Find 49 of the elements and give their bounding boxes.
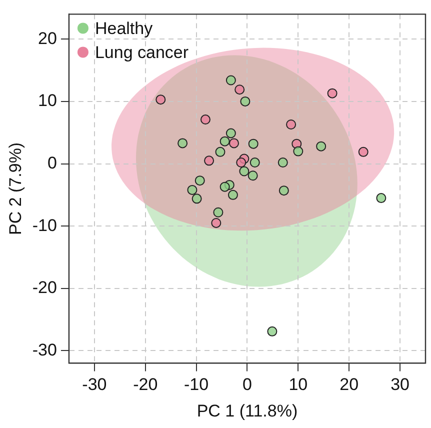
point <box>213 207 224 218</box>
x-tick-label: 30 <box>390 375 410 394</box>
point <box>278 186 289 196</box>
point <box>239 166 250 176</box>
y-tick-label: 0 <box>48 153 57 172</box>
point <box>236 158 246 168</box>
point <box>228 138 239 148</box>
point <box>228 190 238 200</box>
point <box>204 156 214 166</box>
point <box>286 120 296 130</box>
point <box>220 136 230 146</box>
point <box>187 184 198 195</box>
point <box>358 146 368 157</box>
point <box>226 75 236 86</box>
point <box>226 128 236 138</box>
point <box>200 114 210 125</box>
y-tick-label: -10 <box>32 216 57 235</box>
y-tick-label: -30 <box>32 340 57 360</box>
legend-label: Lung cancer <box>94 42 189 62</box>
point <box>192 194 202 204</box>
point <box>234 84 245 95</box>
x-tick-label: -30 <box>82 375 107 394</box>
point <box>178 138 188 148</box>
point <box>316 141 326 152</box>
point <box>327 88 338 98</box>
point <box>250 158 260 168</box>
point <box>376 193 386 204</box>
x-tick-label: -10 <box>184 375 209 394</box>
x-axis-title: PC 1 (11.8%) <box>196 401 298 420</box>
point <box>156 94 166 105</box>
point <box>278 158 288 168</box>
legend-label: Healthy <box>94 18 154 38</box>
y-tick-label: 20 <box>38 28 57 48</box>
y-axis-title: PC 2 (7.9%) <box>6 142 25 235</box>
y-tick-label: 10 <box>38 91 57 110</box>
y-tick-label: -20 <box>32 278 57 298</box>
x-tick-label: -20 <box>133 375 158 394</box>
point <box>267 326 278 336</box>
point <box>248 138 258 149</box>
x-tick-label: 20 <box>340 375 359 394</box>
point <box>248 170 258 181</box>
point <box>240 96 250 106</box>
point <box>215 146 226 157</box>
point <box>220 182 230 192</box>
point <box>293 146 304 156</box>
x-tick-label: 10 <box>288 375 308 394</box>
point <box>211 218 222 228</box>
point <box>194 176 205 186</box>
x-tick-label: 0 <box>242 375 252 394</box>
